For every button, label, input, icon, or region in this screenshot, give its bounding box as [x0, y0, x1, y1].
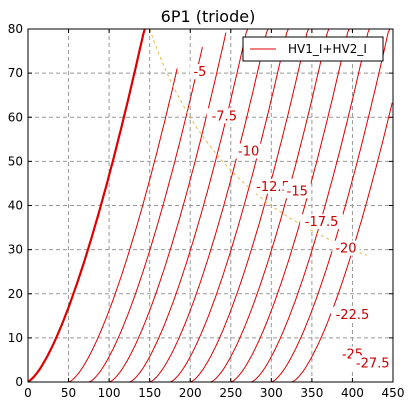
curve-label-bg: [332, 240, 360, 256]
x-tick-label: 200: [179, 386, 202, 400]
curve-label: -20: [335, 242, 356, 257]
x-tick-label: 450: [382, 386, 405, 400]
y-tick-label: 30: [8, 243, 23, 257]
curve-label-bg: [190, 64, 210, 80]
curve-label-bg: [206, 108, 242, 124]
curve-label: -17.5: [305, 215, 339, 230]
x-tick-label: 0: [24, 386, 32, 400]
chart-title: 6P1 (triode): [161, 7, 256, 26]
y-tick-label: 50: [8, 154, 23, 168]
curve-label-bg: [234, 143, 263, 159]
curve-label-bg: [351, 355, 395, 371]
curve-label: -27.5: [356, 356, 390, 371]
curve-label: -7.5: [212, 109, 237, 124]
curve-labels-group: -5-7.5-10-12.5-15-17.5-20-22.5-25-27.5: [190, 64, 395, 371]
y-tick-label: 80: [8, 22, 23, 36]
curve--15: [149, 28, 269, 383]
legend: HV1_I+HV2_I: [242, 36, 384, 62]
x-tick-label: 100: [98, 386, 121, 400]
legend-label: HV1_I+HV2_I: [288, 42, 367, 56]
curve--20: [190, 28, 310, 383]
y-tick-label: 0: [15, 375, 23, 389]
grid-lines: [28, 29, 393, 382]
curve-label: -10: [238, 145, 259, 160]
curve-label: -12.5: [256, 180, 290, 195]
curve--7_5: [88, 46, 203, 383]
curve-label: -5: [193, 65, 206, 80]
y-tick-label: 70: [8, 66, 23, 80]
curve-label-bg: [283, 183, 311, 199]
x-tick-label: 250: [219, 386, 242, 400]
x-tick-label: 150: [138, 386, 161, 400]
y-tick-label: 10: [8, 331, 23, 345]
axis-ticks-group: 0 50 100 150 200 250 300 350 400 450 0 10 20 30 40 50 60…: [8, 22, 405, 400]
curve-label: -15: [287, 184, 308, 199]
curve--22_5: [210, 28, 330, 383]
curve-label: -22.5: [336, 308, 370, 323]
curve--30: [271, 28, 391, 383]
curve-0: [27, 28, 146, 383]
y-tick-label: 60: [8, 110, 23, 124]
x-tick-label: 50: [61, 386, 76, 400]
x-tick-label: 400: [341, 386, 364, 400]
curve--25: [230, 28, 350, 383]
curve-label-bg: [330, 306, 374, 322]
y-tick-label: 40: [8, 199, 23, 213]
x-tick-label: 300: [260, 386, 283, 400]
curve--10: [108, 32, 227, 383]
curve--17_5: [169, 28, 289, 383]
y-tick-label: 20: [8, 287, 23, 301]
curve--5: [68, 68, 178, 383]
curve--27_5: [250, 28, 370, 383]
curve--32_5: [291, 102, 393, 383]
x-tick-label: 350: [300, 386, 323, 400]
curve-label-bg: [300, 214, 344, 230]
